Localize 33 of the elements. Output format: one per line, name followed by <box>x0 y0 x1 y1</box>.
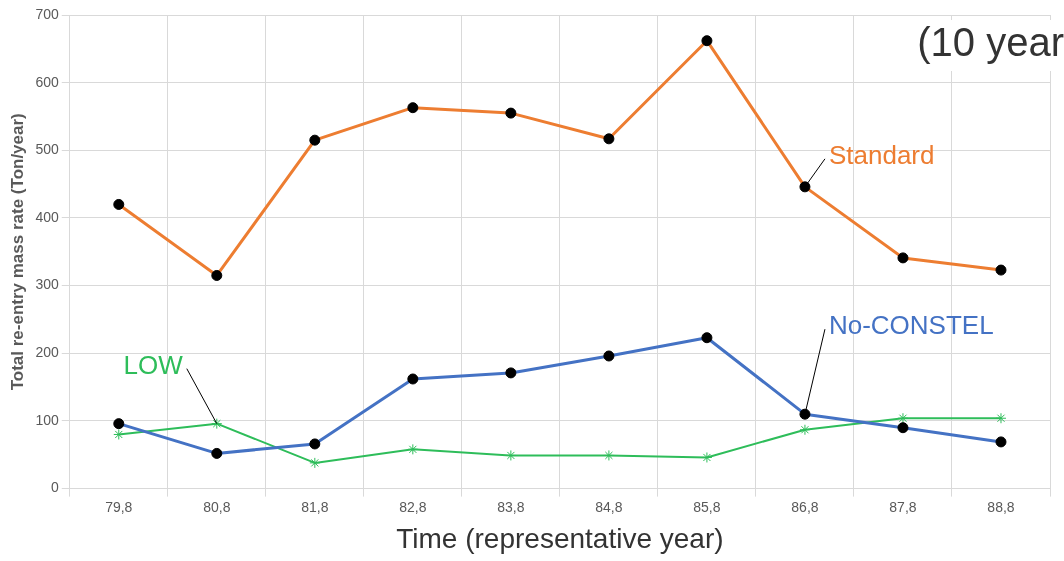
x-tick-label: 80,8 <box>203 498 231 515</box>
text: No-CONSTEL <box>828 310 994 341</box>
x-tick-label: 79,8 <box>105 498 133 515</box>
x-tick-label: 83,8 <box>497 498 525 515</box>
y-tick-label: 400 <box>35 208 59 225</box>
point <box>799 424 811 436</box>
y-axis-title: Total re-entry mass rate (Ton/year) <box>7 113 27 391</box>
y-tick-label: 600 <box>35 73 59 90</box>
legend-label: Standard <box>828 140 935 171</box>
y-tick-label: 300 <box>35 276 59 293</box>
x-axis-title: Time (representative year) <box>396 522 724 554</box>
x-tick-label: 88,8 <box>987 498 1015 515</box>
y-tick-label: 0 <box>50 479 59 496</box>
y-tick-label: 100 <box>35 411 59 428</box>
point <box>211 418 223 430</box>
annotation: (10 year <box>897 20 1064 71</box>
point <box>603 449 615 461</box>
x-tick-label: 82,8 <box>399 498 427 515</box>
point <box>701 451 713 463</box>
y-tick-label: 700 <box>35 5 59 22</box>
point <box>995 412 1007 424</box>
x-tick-label: 85,8 <box>693 498 721 515</box>
point <box>897 412 909 424</box>
x-tick-label: 87,8 <box>889 498 917 515</box>
series-label: LOW <box>123 349 184 380</box>
x-tick-label: 84,8 <box>595 498 623 515</box>
point <box>407 443 419 455</box>
x-tick-label: 81,8 <box>301 498 329 515</box>
point <box>505 449 517 461</box>
point <box>309 457 321 469</box>
x-tick-label: 86,8 <box>791 498 819 515</box>
y-tick-label: 200 <box>35 344 59 361</box>
y-tick-label: 500 <box>35 141 59 158</box>
